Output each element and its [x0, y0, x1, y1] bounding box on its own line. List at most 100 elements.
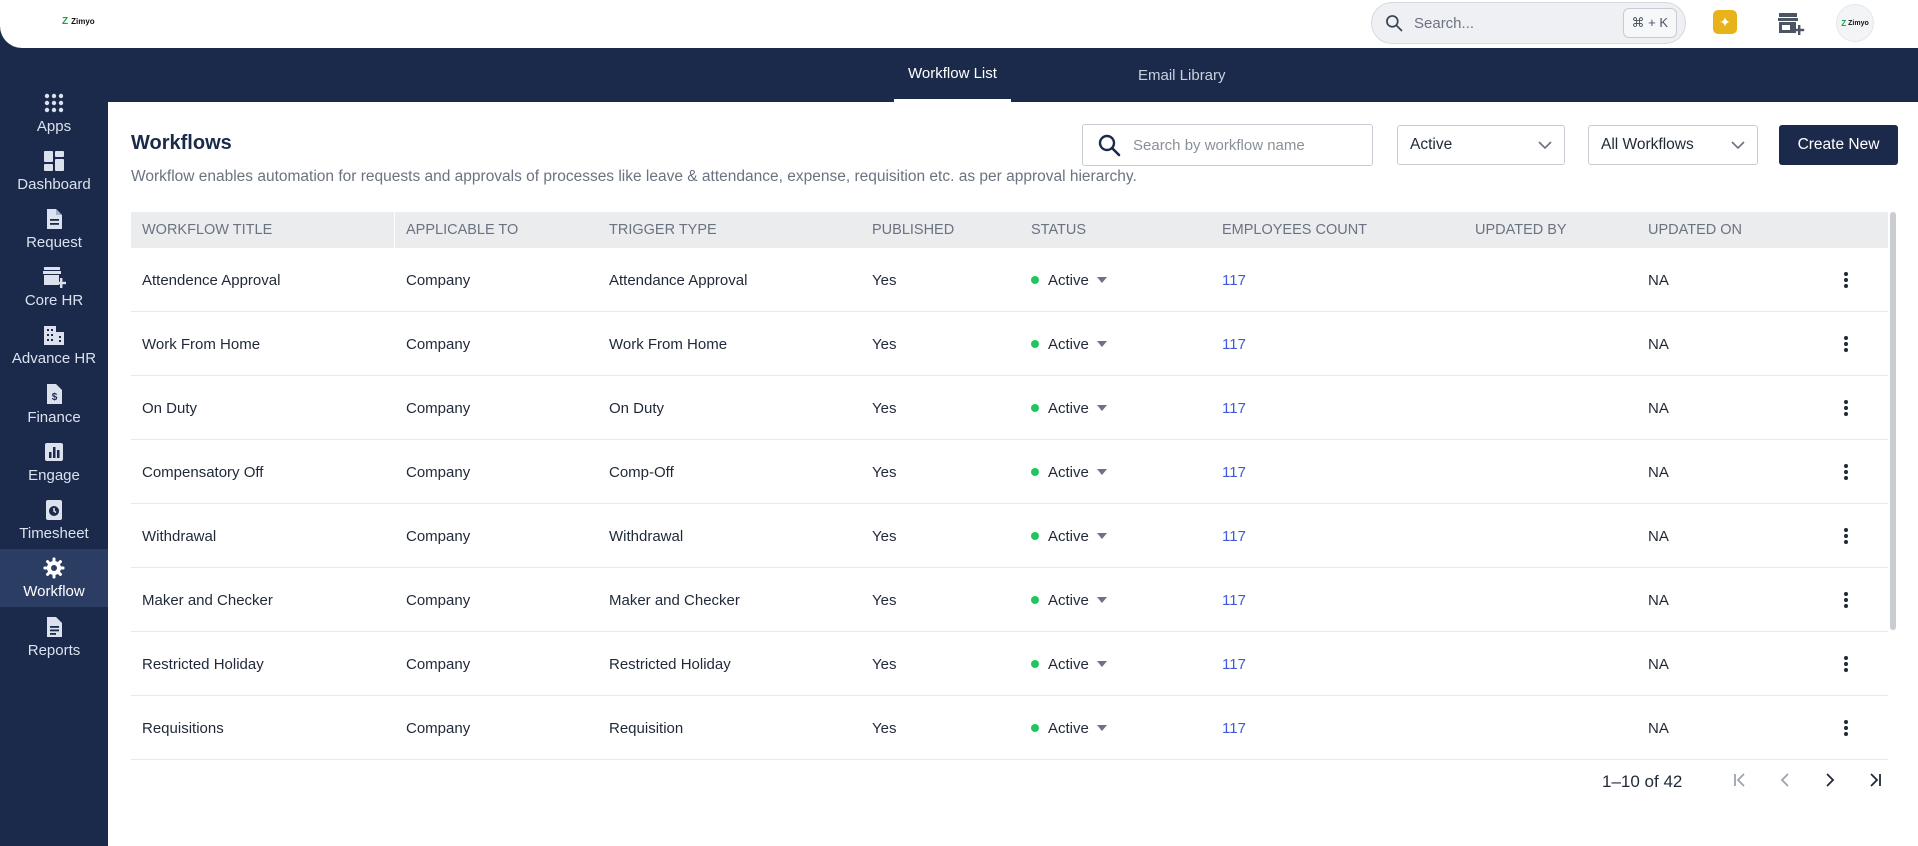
- cell-updated-on: NA: [1648, 271, 1669, 289]
- sidebar-item-request[interactable]: Request: [0, 200, 108, 258]
- table-scrollbar[interactable]: [1890, 212, 1896, 630]
- last-page-button[interactable]: [1861, 766, 1889, 794]
- more-options-icon[interactable]: [1836, 462, 1856, 482]
- cell-employees-count[interactable]: 117: [1222, 719, 1246, 737]
- column-header-workflow-title[interactable]: WORKFLOW TITLE: [142, 222, 273, 238]
- more-options-icon[interactable]: [1836, 526, 1856, 546]
- status-dropdown[interactable]: Active: [1031, 632, 1107, 696]
- tab-email-library[interactable]: Email Library: [1138, 66, 1226, 84]
- status-dropdown[interactable]: Active: [1031, 312, 1107, 376]
- store-add-icon[interactable]: [1777, 10, 1805, 36]
- tab-workflow-list[interactable]: Workflow List: [894, 48, 1011, 102]
- sidebar-item-reports[interactable]: Reports: [0, 608, 108, 666]
- cell-published: Yes: [872, 271, 897, 289]
- status-dot: [1031, 596, 1039, 604]
- sidebar-item-timesheet[interactable]: Timesheet: [0, 491, 108, 549]
- column-header-status[interactable]: STATUS: [1031, 222, 1087, 238]
- cell-applicable-to: Company: [406, 719, 471, 737]
- cell-workflow-title: On Duty: [142, 399, 198, 417]
- table-row[interactable]: On Duty Company On Duty Yes 117 NA Active: [131, 376, 1888, 440]
- global-search[interactable]: Search... ⌘ + K: [1371, 2, 1686, 44]
- status-label: Active: [1048, 591, 1089, 609]
- table-row[interactable]: Restricted Holiday Company Restricted Holi…: [131, 632, 1888, 696]
- status-dropdown[interactable]: Active: [1031, 568, 1107, 632]
- cell-workflow-title: Attendence Approval: [142, 271, 281, 289]
- avatar-text: Zimyo: [1848, 19, 1869, 27]
- cell-applicable-to: Company: [406, 655, 471, 673]
- more-options-icon[interactable]: [1836, 270, 1856, 290]
- global-search-input[interactable]: Search...: [1414, 14, 1475, 32]
- apps-grid-icon: [44, 93, 64, 113]
- sidebar-item-label: Advance HR: [11, 350, 97, 367]
- cell-employees-count[interactable]: 117: [1222, 463, 1246, 481]
- cell-employees-count[interactable]: 117: [1222, 399, 1246, 417]
- sidebar-item-dashboard[interactable]: Dashboard: [0, 142, 108, 200]
- sparkle-icon[interactable]: ✦: [1713, 10, 1737, 34]
- first-page-button[interactable]: [1726, 766, 1754, 794]
- table-row[interactable]: Compensatory Off Company Comp-Off Yes 117 NA A…: [131, 440, 1888, 504]
- more-options-icon[interactable]: [1836, 718, 1856, 738]
- prev-page-button[interactable]: [1771, 766, 1799, 794]
- workflow-search[interactable]: [1082, 124, 1373, 166]
- status-label: Active: [1048, 271, 1089, 289]
- chevron-left-icon: [1780, 773, 1789, 787]
- status-dropdown[interactable]: Active: [1031, 376, 1107, 440]
- column-header-applicable-to[interactable]: APPLICABLE TO: [406, 222, 519, 238]
- table-row[interactable]: Withdrawal Company Withdrawal Yes 117 NA Activ…: [131, 504, 1888, 568]
- table-row[interactable]: Attendence Approval Company Attendance App…: [131, 248, 1888, 312]
- sidebar-item-apps[interactable]: Apps: [0, 84, 108, 142]
- status-dropdown[interactable]: Active: [1031, 248, 1107, 312]
- table-row[interactable]: Requisitions Company Requisition Yes 117 NA Ac…: [131, 696, 1888, 760]
- app-logo[interactable]: Z Zimyo: [62, 16, 95, 27]
- sidebar-item-advance-hr[interactable]: Advance HR: [0, 316, 108, 374]
- more-options-icon[interactable]: [1836, 654, 1856, 674]
- kebab-dot: [1844, 272, 1848, 276]
- status-filter-select[interactable]: Active: [1397, 125, 1565, 165]
- cell-trigger-type: On Duty: [609, 399, 665, 417]
- cell-published: Yes: [872, 399, 897, 417]
- column-header-employees-count[interactable]: EMPLOYEES COUNT: [1222, 222, 1368, 238]
- more-options-icon[interactable]: [1836, 398, 1856, 418]
- cell-applicable-to: Company: [406, 463, 471, 481]
- cell-trigger-type: Restricted Holiday: [609, 655, 731, 673]
- cell-applicable-to: Company: [406, 271, 471, 289]
- more-options-icon[interactable]: [1836, 334, 1856, 354]
- workflow-table: WORKFLOW TITLE APPLICABLE TO TRIGGER TYP…: [131, 212, 1888, 760]
- status-dot: [1031, 276, 1039, 284]
- caret-down-icon: [1096, 341, 1107, 347]
- next-page-button[interactable]: [1816, 766, 1844, 794]
- kebab-dot: [1844, 336, 1848, 340]
- cell-employees-count[interactable]: 117: [1222, 335, 1246, 353]
- building-icon: [44, 326, 64, 345]
- cell-employees-count[interactable]: 117: [1222, 271, 1246, 289]
- svg-text:$: $: [52, 392, 58, 403]
- status-dropdown[interactable]: Active: [1031, 440, 1107, 504]
- cell-employees-count[interactable]: 117: [1222, 591, 1246, 609]
- kebab-dot: [1844, 348, 1848, 352]
- more-options-icon[interactable]: [1836, 590, 1856, 610]
- status-dropdown[interactable]: Active: [1031, 696, 1107, 760]
- table-row[interactable]: Work From Home Company Work From Home Yes 11…: [131, 312, 1888, 376]
- workflow-search-input[interactable]: [1133, 136, 1353, 154]
- table-scrollbar-thumb[interactable]: [1890, 212, 1896, 630]
- column-header-published[interactable]: PUBLISHED: [872, 222, 955, 238]
- status-dropdown[interactable]: Active: [1031, 504, 1107, 568]
- cell-employees-count[interactable]: 117: [1222, 655, 1246, 673]
- sidebar-item-core-hr[interactable]: Core HR: [0, 258, 108, 316]
- sidebar-item-workflow[interactable]: Workflow: [0, 549, 108, 607]
- cell-employees-count[interactable]: 117: [1222, 527, 1246, 545]
- sidebar-item-finance[interactable]: $ Finance: [0, 375, 108, 433]
- pagination-range: 1–10 of 42: [1602, 772, 1683, 791]
- workflow-type-select[interactable]: All Workflows: [1588, 125, 1758, 165]
- avatar-logo-mark: Z: [1841, 18, 1847, 28]
- column-header-trigger-type[interactable]: TRIGGER TYPE: [609, 222, 717, 238]
- create-new-button[interactable]: Create New: [1779, 125, 1898, 165]
- kebab-dot: [1844, 668, 1848, 672]
- sidebar-item-engage[interactable]: Engage: [0, 433, 108, 491]
- column-header-updated-by[interactable]: UPDATED BY: [1475, 222, 1567, 238]
- kebab-dot: [1844, 284, 1848, 288]
- column-header-updated-on[interactable]: UPDATED ON: [1648, 222, 1742, 238]
- table-row[interactable]: Maker and Checker Company Maker and Checke…: [131, 568, 1888, 632]
- avatar[interactable]: Z Zimyo: [1836, 4, 1874, 42]
- status-dot: [1031, 404, 1039, 412]
